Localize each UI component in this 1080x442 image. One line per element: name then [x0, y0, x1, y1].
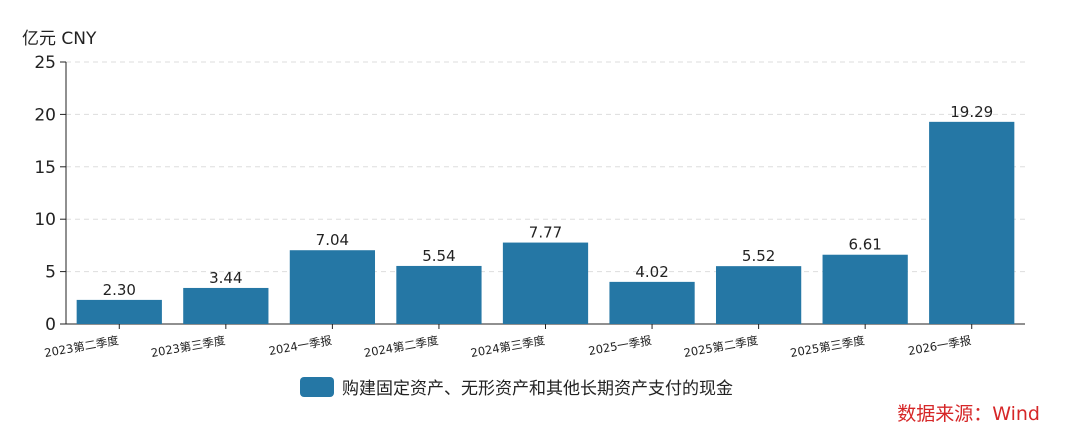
- x-tick-label: 2024第三季度: [469, 333, 546, 360]
- bar-value-label: 3.44: [209, 269, 242, 287]
- x-tick-label: 2024一季报: [268, 333, 334, 358]
- y-tick-label: 10: [34, 210, 56, 230]
- bar: [715, 266, 802, 324]
- bar: [502, 242, 589, 324]
- y-tick-label: 15: [34, 158, 56, 178]
- bar: [822, 254, 908, 324]
- y-tick-label: 25: [34, 53, 56, 73]
- bar-value-label: 2.30: [103, 281, 136, 299]
- source-note: 数据来源：Wind: [897, 403, 1040, 425]
- y-tick-label: 0: [45, 315, 56, 335]
- bar: [289, 250, 376, 324]
- x-tick-label: 2025第二季度: [683, 333, 760, 360]
- bar-value-label: 5.52: [742, 247, 775, 265]
- legend-label: 购建固定资产、无形资产和其他长期资产支付的现金: [342, 379, 733, 399]
- bar-value-label: 5.54: [422, 247, 455, 265]
- x-tick-label: 2025第三季度: [789, 333, 866, 360]
- bar: [76, 299, 162, 324]
- bar: [183, 287, 269, 324]
- x-tick-label: 2025一季报: [587, 333, 653, 358]
- bar-value-label: 7.04: [316, 231, 349, 249]
- y-tick-label: 5: [45, 263, 56, 283]
- bar-value-label: 19.29: [950, 103, 993, 121]
- bar-value-label: 6.61: [848, 236, 881, 254]
- y-tick-label: 20: [34, 105, 56, 125]
- legend-swatch: [300, 376, 334, 397]
- bar: [929, 121, 1015, 325]
- x-tick-label: 2023第三季度: [150, 333, 227, 360]
- x-tick-label: 2024第二季度: [363, 333, 440, 360]
- legend: 购建固定资产、无形资产和其他长期资产支付的现金: [300, 374, 733, 399]
- bar-value-label: 7.77: [529, 224, 562, 242]
- bar: [396, 265, 482, 324]
- x-tick-label: 2026一季报: [907, 333, 973, 358]
- bar: [609, 281, 695, 324]
- x-tick-label: 2023第二季度: [43, 333, 120, 360]
- y-axis-unit-label: 亿元 CNY: [22, 29, 97, 49]
- bar-value-label: 4.02: [635, 263, 668, 281]
